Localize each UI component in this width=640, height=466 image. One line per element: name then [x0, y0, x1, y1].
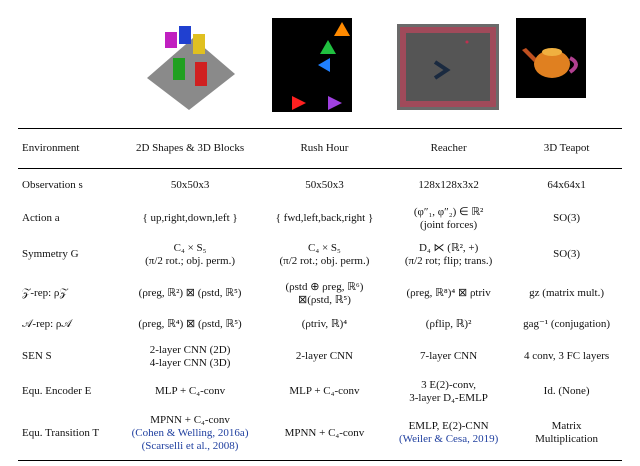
- cell-line: 3-layer D₄-EMLP: [409, 391, 488, 404]
- table-cell: Id. (None): [543, 385, 590, 397]
- table-cell: 50x50x3: [305, 179, 344, 192]
- table-cell: { fwd,left,back,right }: [275, 212, 374, 224]
- table-cell: MPNN + C₄-conv (Cohen & Welling, 2016a) (S…: [117, 407, 263, 461]
- row-label: 𝒵-rep: ρ𝒵: [22, 287, 68, 299]
- table-cell: (φ″₁, φ″₂) ∈ ℝ² (joint forces): [386, 203, 511, 235]
- cell-line: C₄ × S₅: [308, 241, 341, 254]
- table-cell: (ρstd ⊕ ρreg, ℝ⁶) ⊠(ρstd, ℝ⁵): [263, 275, 386, 313]
- reacher-image: [397, 24, 499, 110]
- cell-line: (π/2 rot.; obj. perm.): [145, 254, 235, 267]
- rush-hour-image: [272, 18, 352, 112]
- header-cell: Rush Hour: [300, 142, 349, 154]
- cell-line: Multiplication: [535, 433, 599, 446]
- citation: (Weiler & Cesa, 2019): [398, 433, 499, 446]
- table-row: Action a { up,right,down,left } { fwd,left…: [18, 203, 622, 235]
- table-cell: EMLP, E(2)-CNN (Weiler & Cesa, 2019): [386, 407, 511, 461]
- table-cell: MPNN + C₄-conv: [284, 426, 365, 439]
- table-cell: C₄ × S₅ (π/2 rot.; obj. perm.): [263, 235, 386, 275]
- cell-line: C₄ × S₅: [173, 241, 207, 254]
- table-cell: SO(3): [553, 248, 581, 260]
- shapes-image: [147, 26, 235, 110]
- table-cell: (ρflip, ℝ)²: [425, 318, 472, 330]
- table-row: Symmetry G C₄ × S₅ (π/2 rot.; obj. perm.) C…: [18, 235, 622, 275]
- header-cell: Reacher: [430, 142, 467, 154]
- table-cell: D₄ ⋉ (ℝ², +) (π/2 rot; flip; trans.): [386, 235, 511, 275]
- row-label: Equ. Transition T: [22, 426, 100, 439]
- table-cell: (ρtriv, ℝ)⁴: [301, 318, 348, 330]
- row-label: SEN S: [22, 350, 52, 362]
- header-row: Environment 2D Shapes & 3D Blocks Rush Hou…: [18, 128, 622, 169]
- table-cell: gz (matrix mult.): [529, 287, 604, 299]
- table-cell: gag⁻¹ (conjugation): [523, 318, 611, 330]
- citation: (Scarselli et al., 2008): [141, 439, 239, 452]
- cell-line: (φ″₁, φ″₂) ∈ ℝ²: [413, 205, 484, 218]
- table-cell: 64x64x1: [547, 179, 586, 192]
- table-row: Equ. Encoder E MLP + C₄-conv MLP + C₄-conv…: [18, 377, 622, 407]
- table-row: Equ. Transition T MPNN + C₄-conv (Cohen & …: [18, 407, 622, 461]
- row-label: Equ. Encoder E: [22, 385, 92, 397]
- row-label: 𝒜-rep: ρ𝒜: [22, 318, 72, 330]
- cell-line: D₄ ⋉ (ℝ², +): [418, 241, 479, 254]
- table-cell: (ρreg, ℝ⁸)⁴ ⊠ ρtriv: [406, 287, 491, 299]
- table-row: Observation s 50x50x3 50x50x3 128x128x3x2 64…: [18, 169, 622, 203]
- cell-line: MPNN + C₄-conv: [150, 413, 230, 426]
- table-cell: SO(3): [553, 212, 581, 224]
- cell-line: 2-layer CNN (2D): [149, 343, 231, 356]
- cell-line: (π/2 rot; flip; trans.): [404, 254, 493, 267]
- table-cell: 128x128x3x2: [418, 179, 479, 192]
- table-cell: (ρreg, ℝ²) ⊠ (ρstd, ℝ⁵): [138, 287, 242, 299]
- table-cell: { up,right,down,left }: [142, 212, 238, 224]
- teapot-image: [516, 18, 586, 98]
- table-cell: 2-layer CNN: [295, 350, 353, 362]
- table-cell: MLP + C₄-conv: [154, 385, 226, 397]
- header-cell: 3D Teapot: [543, 142, 590, 154]
- comparison-table: Environment 2D Shapes & 3D Blocks Rush Hou…: [18, 128, 622, 461]
- row-label: Action a: [22, 212, 60, 224]
- table-row: SEN S 2-layer CNN (2D) 4-layer CNN (3D) 2-l…: [18, 337, 622, 377]
- table-cell: MLP + C₄-conv: [289, 385, 360, 397]
- cell-line: Matrix: [551, 420, 582, 433]
- row-label: Symmetry G: [22, 248, 79, 260]
- table-cell: C₄ × S₅ (π/2 rot.; obj. perm.): [117, 235, 263, 275]
- header-cell: Environment: [22, 142, 80, 154]
- row-label: Observation s: [22, 179, 83, 192]
- cell-line: 3 E(2)-conv,: [421, 378, 477, 391]
- table-row: 𝒵-rep: ρ𝒵 (ρreg, ℝ²) ⊠ (ρstd, ℝ⁵) (ρstd ⊕ …: [18, 275, 622, 313]
- citation: (Cohen & Welling, 2016a): [131, 426, 249, 439]
- cell-line: EMLP, E(2)-CNN: [408, 420, 489, 433]
- table-cell: 2-layer CNN (2D) 4-layer CNN (3D): [117, 337, 263, 377]
- cell-line: (π/2 rot.; obj. perm.): [279, 254, 370, 267]
- cell-line: (joint forces): [420, 218, 478, 231]
- table-cell: 4 conv, 3 FC layers: [524, 350, 610, 362]
- table-cell: 3 E(2)-conv, 3-layer D₄-EMLP: [386, 377, 511, 407]
- table-cell: 7-layer CNN: [420, 350, 478, 362]
- table-cell: 50x50x3: [170, 179, 210, 192]
- table-cell: Matrix Multiplication: [511, 407, 622, 461]
- table-row: 𝒜-rep: ρ𝒜 (ρreg, ℝ⁴) ⊠ (ρstd, ℝ⁵) (ρtriv, …: [18, 313, 622, 337]
- cell-line: ⊠(ρstd, ℝ⁵): [297, 293, 351, 306]
- header-cell: 2D Shapes & 3D Blocks: [135, 142, 245, 154]
- cell-line: (ρstd ⊕ ρreg, ℝ⁶): [285, 280, 364, 293]
- table-cell: (ρreg, ℝ⁴) ⊠ (ρstd, ℝ⁵): [138, 318, 242, 330]
- cell-line: 4-layer CNN (3D): [149, 356, 231, 369]
